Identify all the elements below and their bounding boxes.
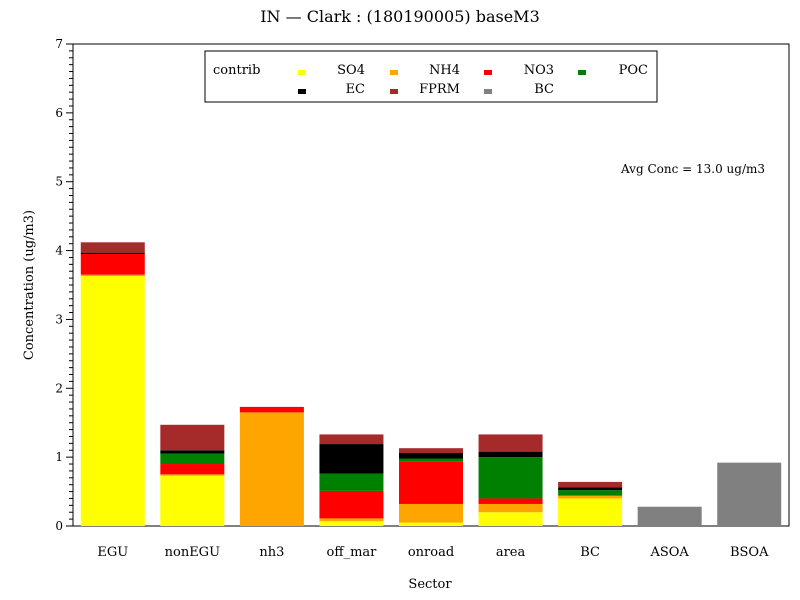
bar-segment-nonegu-ec [160,450,225,454]
legend-swatch-nh4 [390,70,398,75]
bar-segment-nonegu-fprm [160,424,225,451]
legend-swatch-so4 [298,70,306,75]
x-axis: EGU nonEGU nh3 off_mar onroad area BC ASOA BSOA [97,545,769,560]
legend-label-poc: POC [619,63,648,78]
x-tick-label: nh3 [259,545,284,560]
legend: contrib SO4 NH4 NO3 POC EC FPRM BC [204,50,658,103]
bar-segment-area-poc [478,457,543,499]
bar-segment-nonegu-so4 [160,475,225,526]
bar-segment-off_mar-ec [319,444,384,474]
bar-segment-egu-fprm [80,242,145,253]
legend-swatch-no3 [484,70,492,75]
bar-segment-nonegu-poc [160,453,225,465]
bar-segment-off_mar-so4 [319,521,384,526]
bar-segment-egu-no3 [80,254,145,275]
legend-label-bc: BC [534,82,554,97]
chart-title: IN — Clark : (180190005) baseM3 [260,7,540,26]
legend-label-nh4: NH4 [429,63,460,78]
bar-segment-onroad-no3 [399,461,463,504]
bar-segment-bc-no3 [558,495,623,496]
legend-box [204,50,658,103]
bar-segment-off_mar-poc [319,473,384,491]
bar-segment-nh3-no3 [239,406,304,413]
y-tick-label: 1 [55,450,63,464]
bar-segment-off_mar-fprm [319,434,384,445]
legend-swatch-bc [484,89,492,94]
y-axis-label: Concentration (ug/m3) [22,210,37,360]
bar-segment-onroad-ec [399,453,463,459]
bar-segment-bsoa-bc [717,462,782,526]
legend-swatch-ec [298,89,306,94]
x-tick-label: onroad [408,545,454,560]
bar-segment-off_mar-no3 [319,490,384,519]
bar-segment-nh3-nh4 [239,412,304,526]
legend-label-fprm: FPRM [419,82,460,97]
bar-segment-nonegu-no3 [160,464,225,475]
legend-title: contrib [213,63,260,78]
bar-segment-egu-nh4 [80,274,145,277]
bar-segment-area-fprm [478,434,543,452]
x-tick-label: off_mar [327,545,378,560]
bar-segment-bc-nh4 [558,495,623,499]
bar-segment-onroad-so4 [399,522,463,526]
y-tick-label: 4 [55,244,63,258]
bar-segment-area-so4 [478,512,543,526]
x-tick-label: EGU [97,545,128,560]
bar-segment-egu-so4 [80,276,145,526]
bar-segment-area-nh4 [478,503,543,513]
x-tick-label: ASOA [649,545,689,560]
legend-swatch-fprm [390,89,398,94]
bars-group [80,242,782,526]
bar-segment-bc-so4 [558,498,623,526]
legend-swatch-poc [578,70,586,75]
legend-items: SO4 NH4 NO3 POC EC FPRM BC [298,63,648,97]
x-axis-label: Sector [408,577,452,592]
bar-segment-onroad-poc [399,458,463,462]
y-tick-label: 7 [55,37,63,51]
x-tick-label: BSOA [730,545,769,560]
x-tick-label: nonEGU [165,545,220,560]
bar-segment-area-ec [478,451,543,458]
y-tick-label: 3 [55,312,63,326]
bar-segment-asoa-bc [637,506,702,526]
legend-label-no3: NO3 [524,63,554,78]
bar-segment-onroad-nh4 [399,503,463,523]
bar-segment-off_mar-nh4 [319,518,384,522]
x-tick-label: BC [580,545,600,560]
y-tick-label: 6 [55,106,63,120]
bar-segment-area-no3 [478,498,543,504]
bar-segment-bc-fprm [558,481,623,488]
bar-segment-bc-poc [558,490,623,496]
y-tick-label: 2 [55,381,63,395]
avg-conc-annotation: Avg Conc = 13.0 ug/m3 [620,162,765,176]
x-tick-label: area [496,545,526,560]
bar-segment-bc-ec [558,487,623,491]
bar-segment-nonegu-nh4 [160,474,225,476]
y-tick-label: 5 [55,175,63,189]
y-axis: 0 1 2 3 4 5 6 7 [55,37,73,533]
legend-label-so4: SO4 [337,63,365,78]
bar-segment-egu-ec [80,252,145,255]
bar-segment-onroad-fprm [399,448,463,454]
y-tick-label: 0 [55,519,63,533]
legend-label-ec: EC [346,82,365,97]
